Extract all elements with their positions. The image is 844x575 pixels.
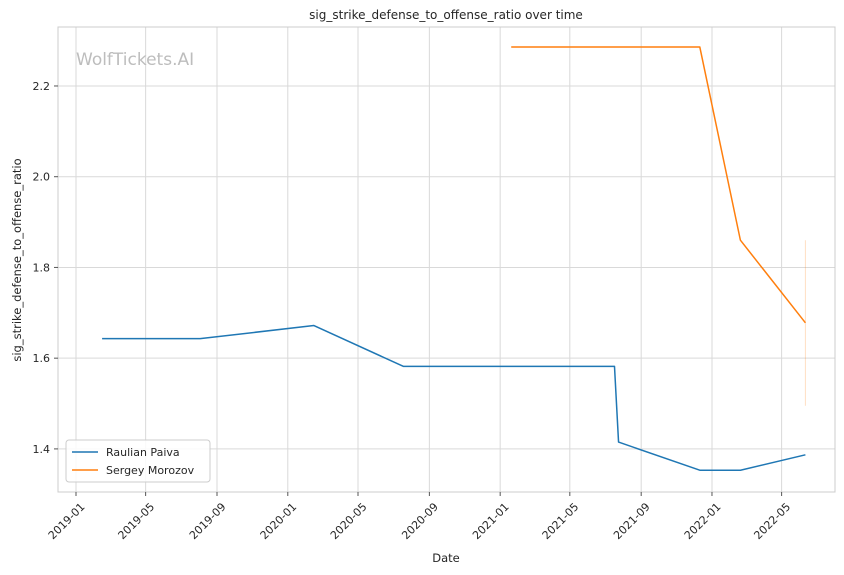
y-tick-label: 1.8 bbox=[33, 261, 51, 274]
x-axis-title: Date bbox=[432, 551, 460, 565]
y-tick-label: 1.6 bbox=[33, 352, 51, 365]
y-tick-label: 2.2 bbox=[33, 80, 51, 93]
y-axis-title: sig_strike_defense_to_offense_ratio bbox=[10, 158, 24, 361]
plot-frame bbox=[57, 26, 836, 493]
series-line-sergey-morozov bbox=[511, 46, 806, 324]
series-lines bbox=[102, 46, 806, 471]
legend-box bbox=[65, 439, 211, 483]
legend-label-raulian-paiva: Raulian Paiva bbox=[106, 446, 180, 459]
legend-label-sergey-morozov: Sergey Morozov bbox=[106, 464, 195, 477]
legend: Raulian Paiva Sergey Morozov bbox=[65, 439, 211, 483]
chart-title: sig_strike_defense_to_offense_ratio over… bbox=[309, 8, 583, 22]
y-axis-ticks: 1.4 1.6 1.8 2.0 2.2 bbox=[33, 80, 58, 456]
watermark: WolfTickets.AI bbox=[76, 50, 194, 70]
series-line-raulian-paiva bbox=[102, 324, 806, 471]
grid bbox=[58, 27, 835, 492]
y-tick-label: 1.4 bbox=[33, 443, 51, 456]
y-tick-label: 2.0 bbox=[33, 171, 51, 184]
